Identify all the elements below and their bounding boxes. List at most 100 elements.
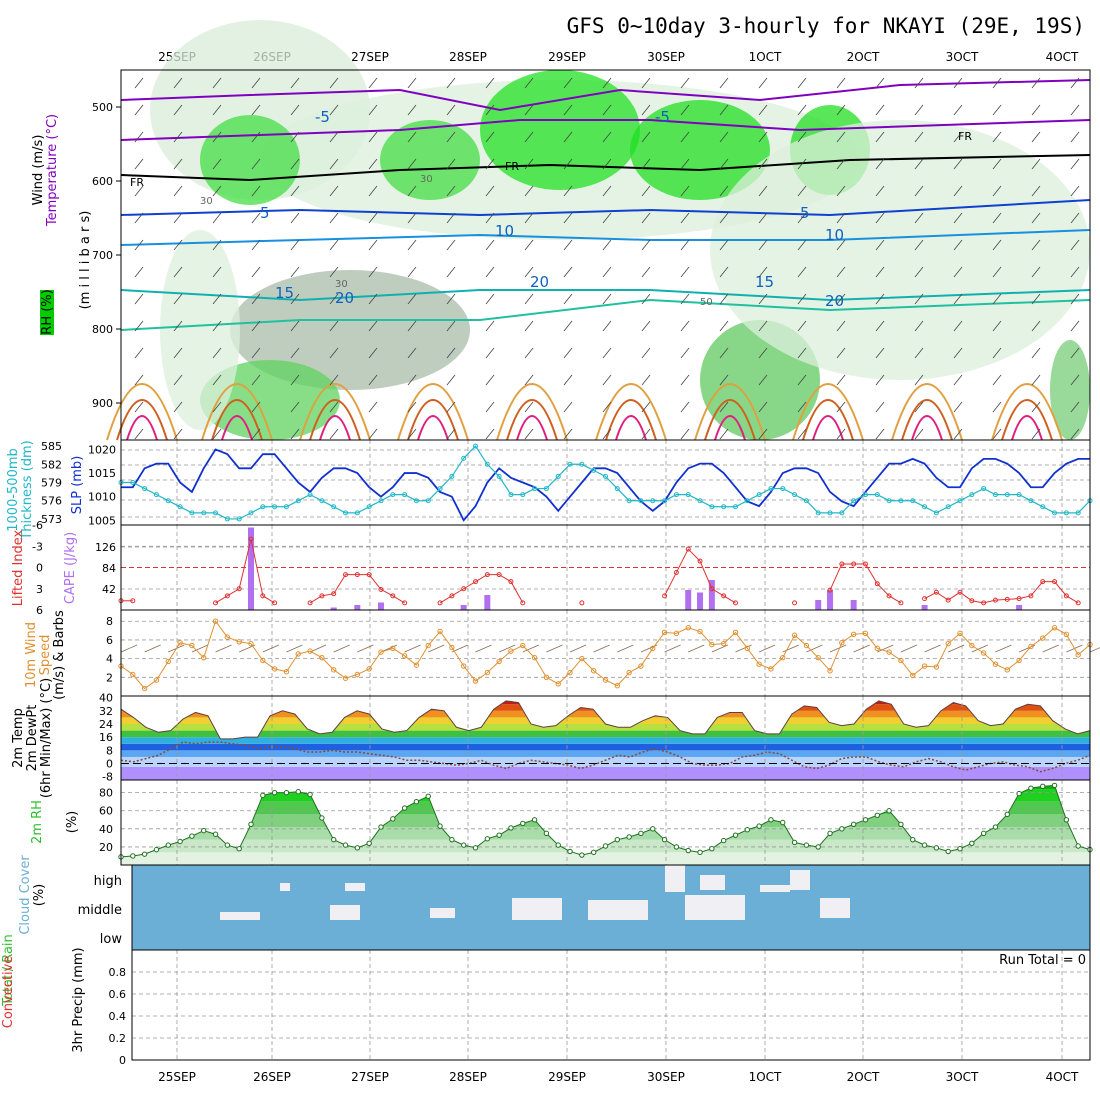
wind-barb (173, 266, 183, 278)
rh-point (508, 825, 514, 831)
wind-speed-point (1028, 643, 1034, 650)
date-label-top: 27SEP (351, 50, 389, 64)
temp-tick: 8 (106, 744, 113, 757)
wind-barb (485, 77, 495, 89)
wind-barb (992, 320, 1002, 332)
cape-bar (815, 600, 822, 610)
wind-barb (914, 401, 924, 413)
date-label-top: 3OCT (946, 50, 979, 64)
wind-barb (563, 266, 573, 278)
wind-barb (992, 239, 1002, 251)
temp-band (121, 750, 1090, 757)
thickness-point (673, 492, 679, 498)
li-line (309, 574, 405, 604)
wind-barb (1031, 104, 1041, 116)
wind-barb (446, 185, 456, 197)
rh-point (709, 846, 715, 852)
li-point (579, 600, 585, 606)
wind-speed-point (862, 630, 869, 637)
wind-speed-point (354, 671, 361, 678)
thickness-point (224, 516, 230, 522)
wind-barb (758, 77, 768, 89)
wind-speed-point (177, 640, 183, 646)
cloud-level-label: low (100, 932, 123, 947)
wind-barb (641, 347, 651, 359)
rh-shade (200, 360, 340, 440)
wind-barb (875, 104, 885, 116)
thickness-point (449, 473, 455, 479)
wind-speed-point (224, 634, 231, 640)
thickness-point (614, 486, 620, 492)
wind-speed-point (850, 631, 857, 638)
rh-point (590, 849, 597, 856)
thickness-point (744, 498, 750, 504)
wind-barb (797, 266, 807, 278)
rh-point (697, 849, 703, 856)
wind-barb (563, 239, 573, 251)
wind-barb-10m (286, 644, 303, 653)
thickness-point (177, 504, 183, 510)
wind-barb-10m (664, 644, 681, 653)
wind-barb (1070, 293, 1080, 305)
wind-barb (290, 320, 300, 332)
wind-barb (1070, 239, 1080, 251)
li-point (473, 579, 479, 585)
ylabel-temp-line: (6hr Min/Max) (°C) (39, 678, 54, 798)
wind-barb (212, 239, 222, 251)
wind-speed-point (827, 668, 833, 674)
rh-point (342, 842, 349, 848)
ylabel-cape: CAPE (J/kg) (63, 532, 78, 604)
date-label-bottom: 25SEP (158, 1070, 196, 1084)
wind-barb (329, 347, 339, 359)
wind-barb (602, 401, 612, 413)
wind-barb (134, 293, 144, 305)
wind-barb (953, 131, 963, 143)
wind-barb (836, 212, 846, 224)
warm-contour (1001, 399, 1053, 441)
temp-label: -5 (315, 108, 330, 126)
wind-speed-point (496, 658, 502, 665)
temp-tick: 16 (99, 731, 113, 744)
thickness-point (992, 492, 998, 498)
warm-contour (1011, 415, 1043, 441)
wind-barb (914, 104, 924, 116)
thickness-point (732, 504, 738, 510)
wind-barb (407, 212, 417, 224)
wind-tick: 6 (106, 634, 113, 647)
wind-barb-10m (546, 644, 563, 653)
wind-barb (173, 158, 183, 170)
wind-barb (290, 401, 300, 413)
rh-band (121, 814, 1090, 828)
wind-barb (485, 266, 495, 278)
wind-barb (368, 347, 378, 359)
wind-barb-10m (522, 644, 539, 653)
wind-speed-point (1004, 667, 1010, 673)
wind-barb (680, 158, 690, 170)
thickness-point (1052, 510, 1058, 516)
wind-barb (173, 428, 183, 440)
thickness-point (910, 498, 916, 504)
wind-barb (368, 104, 378, 116)
warm-contour (309, 399, 361, 441)
wind-barb (914, 293, 924, 305)
wind-barb (953, 185, 963, 197)
wind-barb (563, 212, 573, 224)
wind-barb (1070, 266, 1080, 278)
temp-band (121, 724, 1090, 731)
temp-label: 10 (825, 226, 844, 244)
wind-barb (290, 131, 300, 143)
thickness-tick: 585 (41, 440, 62, 453)
wind-barb (251, 131, 261, 143)
rh-point (1016, 790, 1022, 797)
wind-barb (446, 428, 456, 440)
wind-barb (992, 185, 1002, 197)
temp-tick: 32 (99, 705, 113, 718)
warm-contour (792, 383, 864, 441)
panel-precip (131, 949, 1091, 1061)
wind-barb (875, 347, 885, 359)
ylabel-rh2m-unit-line: (%) (65, 811, 80, 834)
wind-barb-10m (617, 644, 634, 653)
wind-barb (251, 77, 261, 89)
wind-barb (329, 158, 339, 170)
wind-barb (641, 239, 651, 251)
